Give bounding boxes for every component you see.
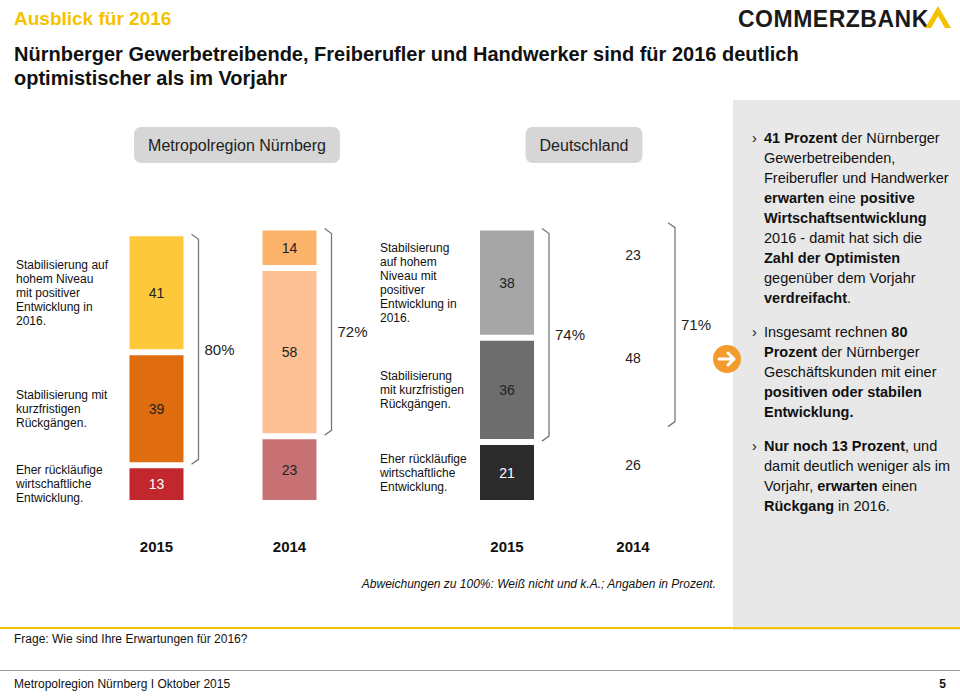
svg-text:74%: 74% bbox=[555, 326, 585, 343]
svg-text:2014: 2014 bbox=[616, 538, 650, 555]
html-text:Eher rückläufige wirtschaftlic: Eher rückläufige wirtschaftliche Entwick… bbox=[16, 463, 103, 506]
html-text:Frage: Wie sind Ihre Erwartung: Frage: Wie sind Ihre Erwartungen für 201… bbox=[14, 632, 248, 646]
html-text:positiven oder stabilen Entwic: positiven oder stabilen Entwicklung. bbox=[764, 384, 922, 420]
svg-text:21: 21 bbox=[499, 465, 515, 481]
html-text:Zahl der Optimisten: Zahl der Optimisten bbox=[764, 250, 901, 266]
svg-text:71%: 71% bbox=[681, 316, 711, 333]
svg-text:14: 14 bbox=[282, 240, 298, 256]
html-text:Eher rückläufige wirtschaftlic: Eher rückläufige wirtschaftliche Entwick… bbox=[380, 451, 467, 494]
svg-text:Deutschland: Deutschland bbox=[540, 137, 629, 154]
svg-text:80%: 80% bbox=[205, 341, 235, 358]
svg-text:2014: 2014 bbox=[273, 538, 307, 555]
html-text:verdreifacht.: verdreifacht. bbox=[764, 290, 851, 306]
svg-text:23: 23 bbox=[282, 462, 298, 478]
svg-text:13: 13 bbox=[149, 476, 165, 492]
svg-text:41: 41 bbox=[149, 285, 165, 301]
svg-text:39: 39 bbox=[149, 401, 165, 417]
html-text:Insgesamt rechnen 80 Prozent d: Insgesamt rechnen 80 Prozent der Nürnber… bbox=[764, 324, 937, 380]
html-text:Stabilisierung auf hohem Nivea: Stabilisierung auf hohem Niveau mit posi… bbox=[16, 257, 109, 328]
svg-text:23: 23 bbox=[625, 247, 641, 263]
html-text:Abweichungen zu 100%: Weiß nic: Abweichungen zu 100%: Weiß nicht und k.A… bbox=[361, 577, 716, 591]
html-text:erwarten eine positive Wirtsch: erwarten eine positive Wirtschaftsentwic… bbox=[764, 190, 927, 226]
html-text:Metropolregion Nürnberg I Okto: Metropolregion Nürnberg I Oktober 2015 bbox=[14, 677, 231, 691]
svg-text:48: 48 bbox=[625, 350, 641, 366]
html-text:2016 - damit hat sich die: 2016 - damit hat sich die bbox=[764, 230, 922, 246]
html-text:41 Prozent der Nürnberger Gewe: 41 Prozent der Nürnberger Gewerbetreiben… bbox=[764, 130, 949, 186]
html-text:Stabilsierung auf hohem Niveau: Stabilsierung auf hohem Niveau mit posit… bbox=[380, 240, 457, 325]
svg-text:Metropolregion Nürnberg: Metropolregion Nürnberg bbox=[148, 137, 326, 154]
html-text:Nürnberger Gewerbetreibende, F: Nürnberger Gewerbetreibende, Freiberufle… bbox=[14, 43, 799, 89]
html-text:5: 5 bbox=[939, 677, 946, 691]
html-text:Stabilisierung mit kurzfristig: Stabilisierung mit kurzfristigen Rückgän… bbox=[380, 368, 464, 411]
html-text:Rückgang in 2016.: Rückgang in 2016. bbox=[764, 498, 890, 514]
svg-text:2015: 2015 bbox=[490, 538, 523, 555]
svg-text:36: 36 bbox=[499, 382, 515, 398]
html-text:Nur noch 13 Prozent, und damit: Nur noch 13 Prozent, und damit deutlich … bbox=[764, 438, 951, 494]
html-text:COMMERZBANK: COMMERZBANK bbox=[738, 6, 929, 32]
svg-text:2015: 2015 bbox=[140, 538, 173, 555]
html-text:Stabilisierung mit kurzfristig: Stabilisierung mit kurzfristigen Rückgän… bbox=[16, 387, 108, 430]
html-text:Ausblick für 2016: Ausblick für 2016 bbox=[14, 8, 172, 29]
svg-text:72%: 72% bbox=[338, 323, 368, 340]
svg-text:26: 26 bbox=[625, 457, 641, 473]
svg-text:38: 38 bbox=[499, 275, 515, 291]
svg-text:58: 58 bbox=[282, 344, 298, 360]
html-text:gegenüber dem Vorjahr: gegenüber dem Vorjahr bbox=[764, 270, 916, 286]
